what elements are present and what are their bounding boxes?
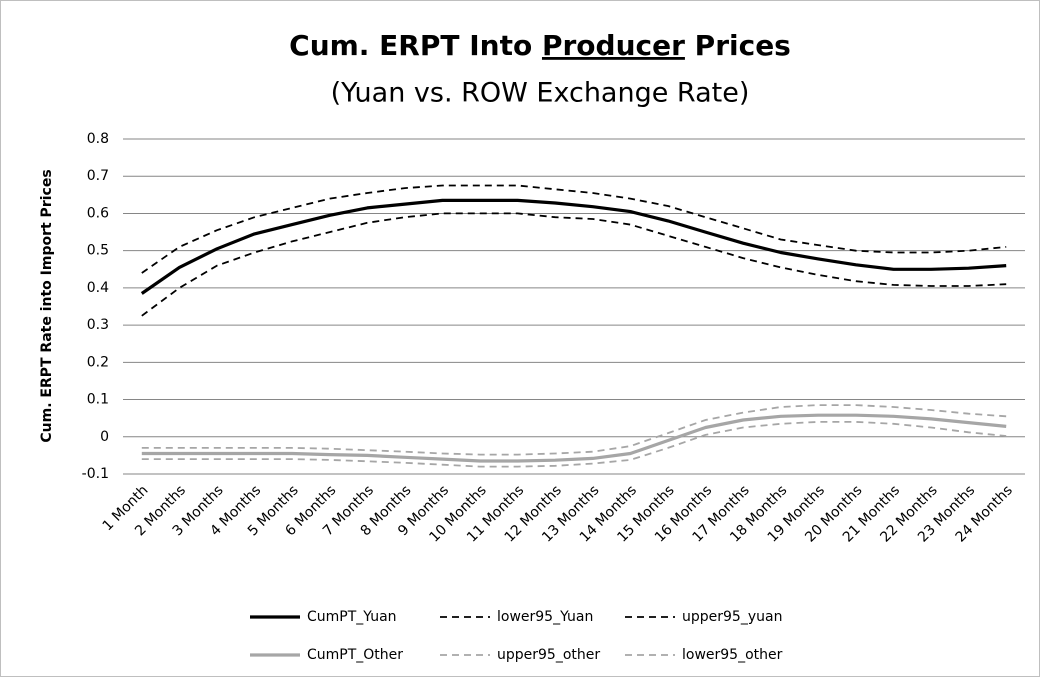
legend-label: lower95_other (682, 647, 783, 663)
legend-label: upper95_other (497, 647, 600, 663)
series-line (141, 413, 1007, 463)
chart-subtitle: (Yuan vs. ROW Exchange Rate) (331, 78, 750, 109)
series-line (141, 212, 1007, 317)
series-line (140, 198, 1007, 295)
y-axis-label: Cum. ERPT Rate into Import Prices (39, 169, 55, 442)
title-part: Prices (685, 29, 791, 62)
series-line (141, 184, 1007, 274)
y-tick-label: 0.2 (87, 354, 109, 370)
y-tick-label: 0.1 (87, 392, 109, 408)
legend-label: CumPT_Other (307, 647, 403, 663)
series-line (141, 421, 1007, 468)
title-part: Producer (542, 29, 685, 62)
y-tick-label: 0 (100, 429, 109, 445)
y-tick-label: 0.3 (87, 317, 109, 333)
legend-label: CumPT_Yuan (307, 609, 397, 625)
y-tick-label: 0.7 (87, 168, 109, 184)
y-tick-label: 0.5 (87, 243, 109, 259)
y-tick-label: -0.1 (82, 466, 109, 482)
legend-label: lower95_Yuan (497, 609, 593, 625)
y-tick-label: 0.4 (87, 280, 109, 296)
title-part: Cum. ERPT Into (289, 29, 542, 62)
y-tick-label: 0.6 (87, 205, 109, 221)
legend-label: upper95_yuan (682, 609, 782, 625)
series-line (141, 404, 1007, 456)
chart-title: Cum. ERPT Into Producer Prices (289, 29, 791, 62)
y-tick-label: 0.8 (87, 131, 109, 147)
